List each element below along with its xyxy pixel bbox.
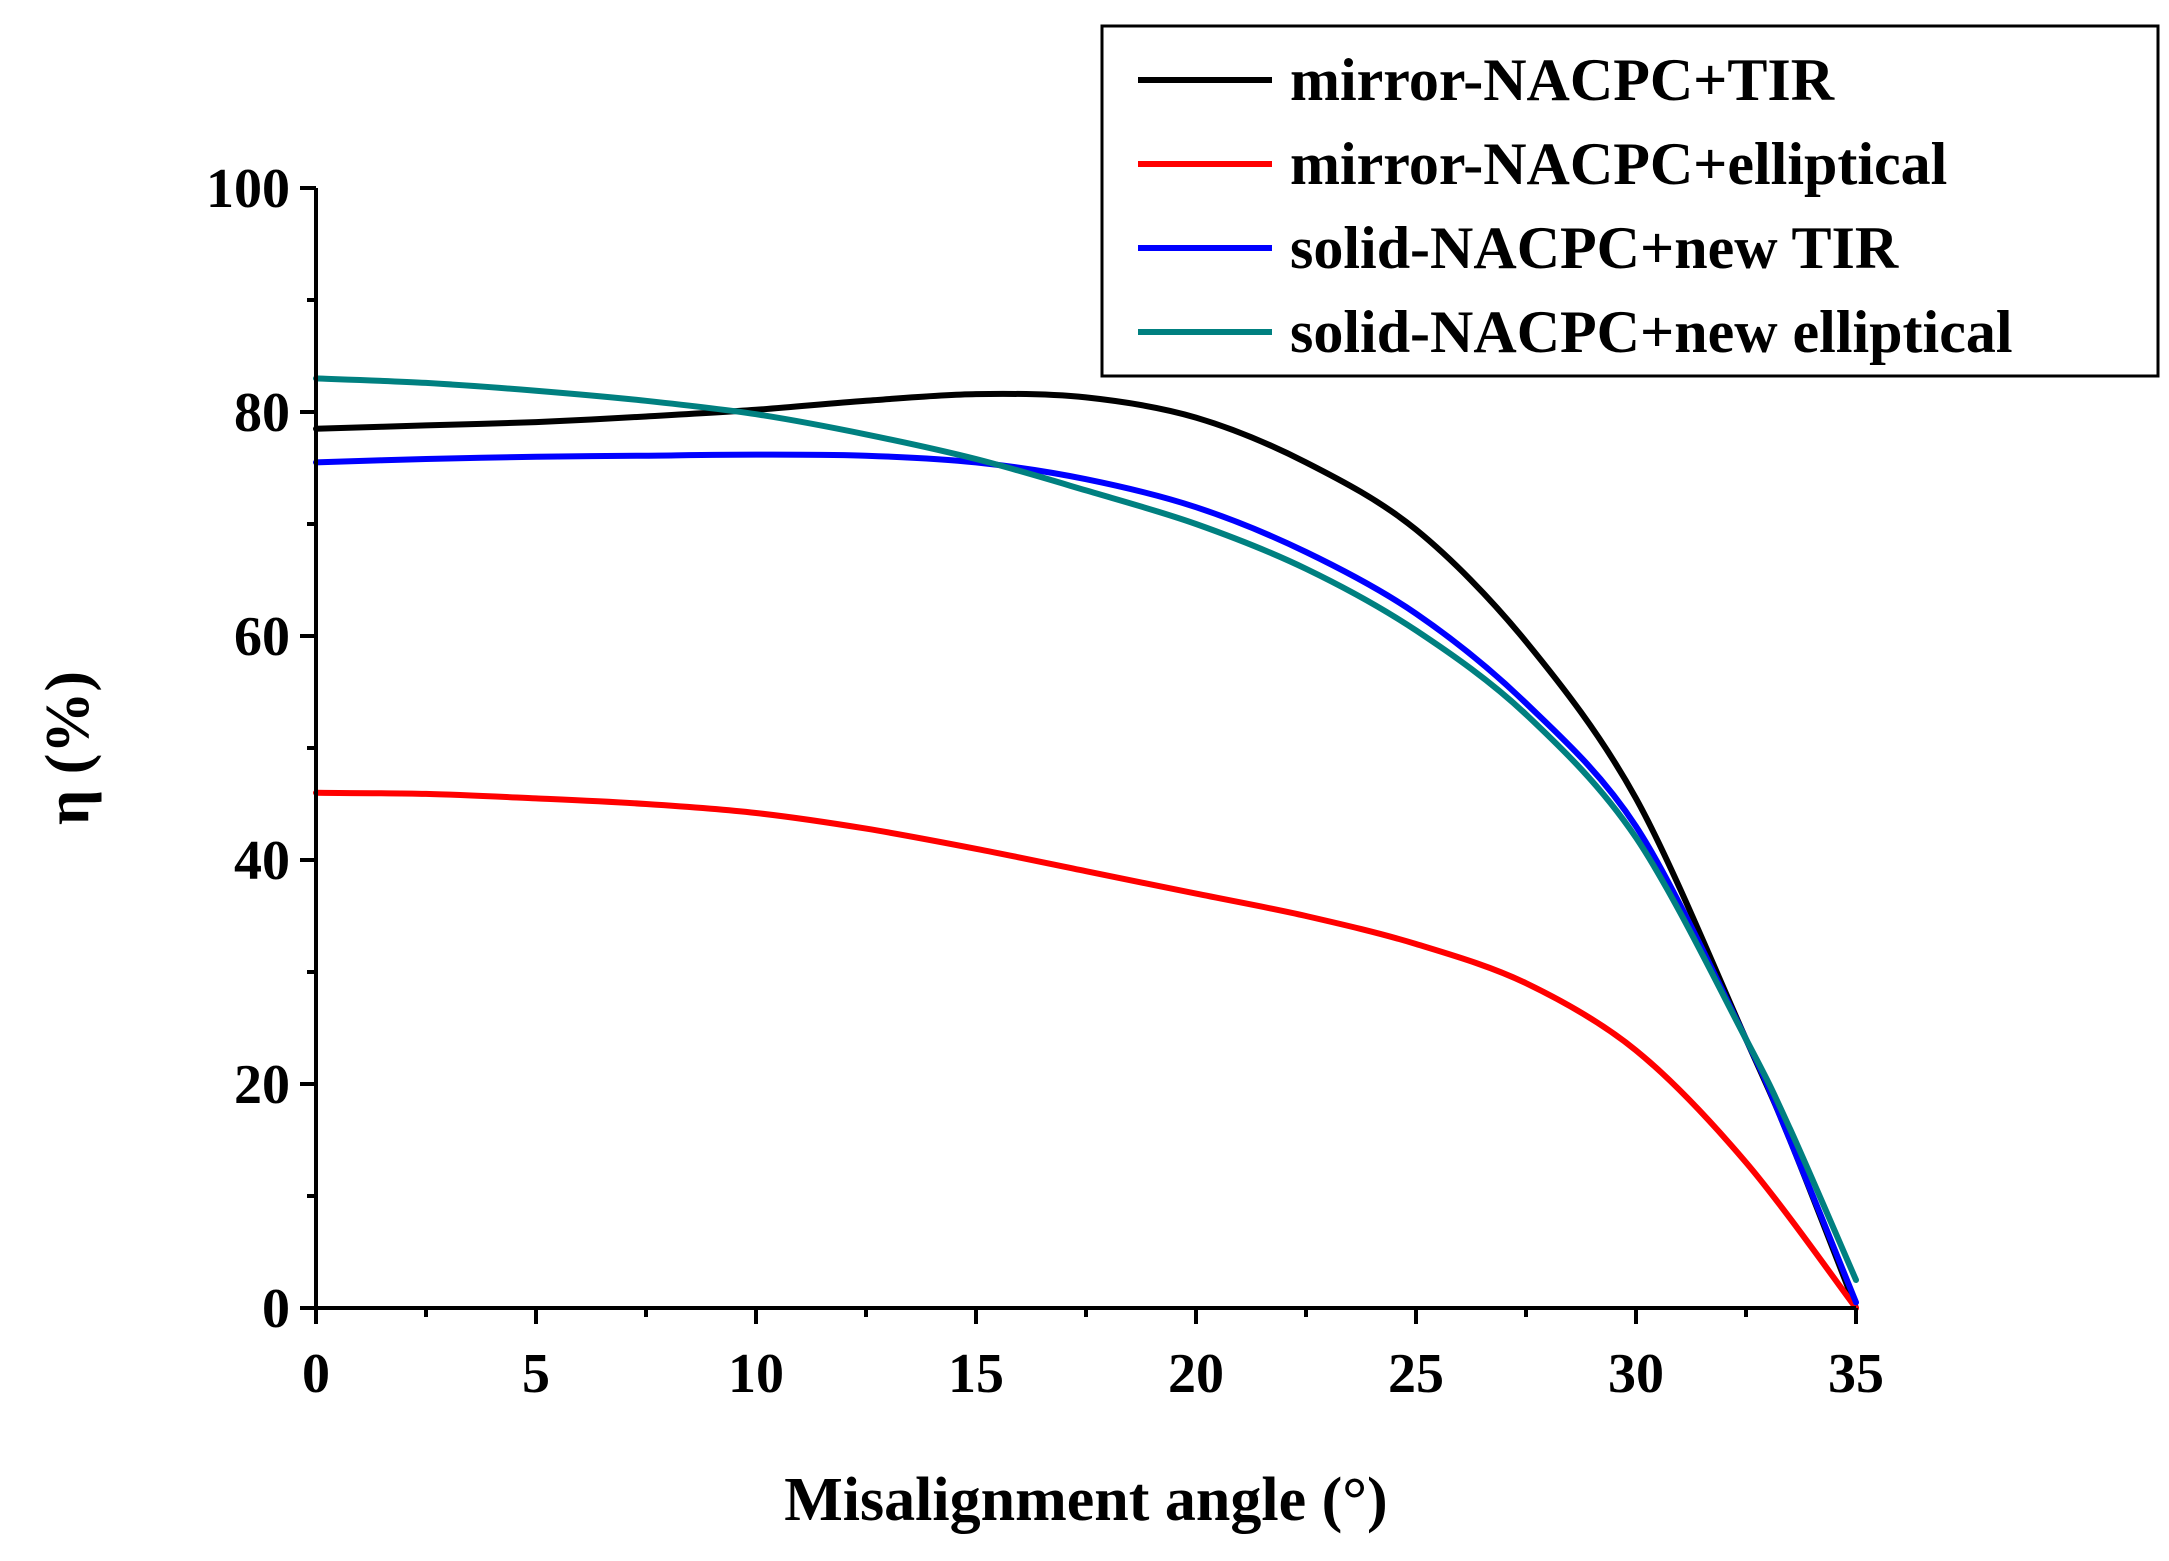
y-tick-label: 40 — [234, 830, 290, 892]
x-tick-label: 30 — [1608, 1343, 1664, 1405]
x-tick-label: 10 — [728, 1343, 784, 1405]
y-tick-label: 60 — [234, 606, 290, 668]
y-axis-title: η (%) — [34, 671, 102, 825]
x-tick-label: 5 — [522, 1343, 550, 1405]
y-tick-label: 100 — [206, 158, 290, 220]
series-line-mirror-nacpc-elliptical — [313, 789, 1859, 1311]
x-tick-label: 35 — [1828, 1343, 1884, 1405]
x-tick-label: 15 — [948, 1343, 1004, 1405]
y-tick-label: 20 — [234, 1054, 290, 1116]
series-line-mirror-nacpc-tir — [313, 390, 1859, 1311]
legend-box — [1100, 24, 2160, 378]
legend-label-solid-nacpc-new-tir: solid-NACPC+new TIR — [1290, 215, 1899, 281]
legend-label-mirror-nacpc-elliptical: mirror-NACPC+elliptical — [1290, 131, 1947, 197]
y-axis: 0 20 40 60 80 100 — [206, 158, 318, 1340]
legend: mirror-NACPC+TIR mirror-NACPC+elliptical s… — [1100, 24, 2160, 378]
y-tick-label: 80 — [234, 382, 290, 444]
legend-label-solid-nacpc-new-elliptical: solid-NACPC+new elliptical — [1290, 299, 2013, 365]
y-tick-label: 0 — [262, 1278, 290, 1340]
x-tick-label: 20 — [1168, 1343, 1224, 1405]
legend-label-mirror-nacpc-tir: mirror-NACPC+TIR — [1290, 47, 1835, 113]
series-line-solid-nacpc-new-elliptical — [313, 375, 1859, 1283]
x-axis: 0 5 10 15 20 25 30 35 — [302, 1306, 1884, 1405]
x-tick-label: 0 — [302, 1343, 330, 1405]
x-tick-label: 25 — [1388, 1343, 1444, 1405]
series-line-solid-nacpc-new-tir — [313, 451, 1859, 1306]
plot-area — [313, 375, 1859, 1311]
x-axis-title: Misalignment angle (°) — [784, 1466, 1387, 1534]
